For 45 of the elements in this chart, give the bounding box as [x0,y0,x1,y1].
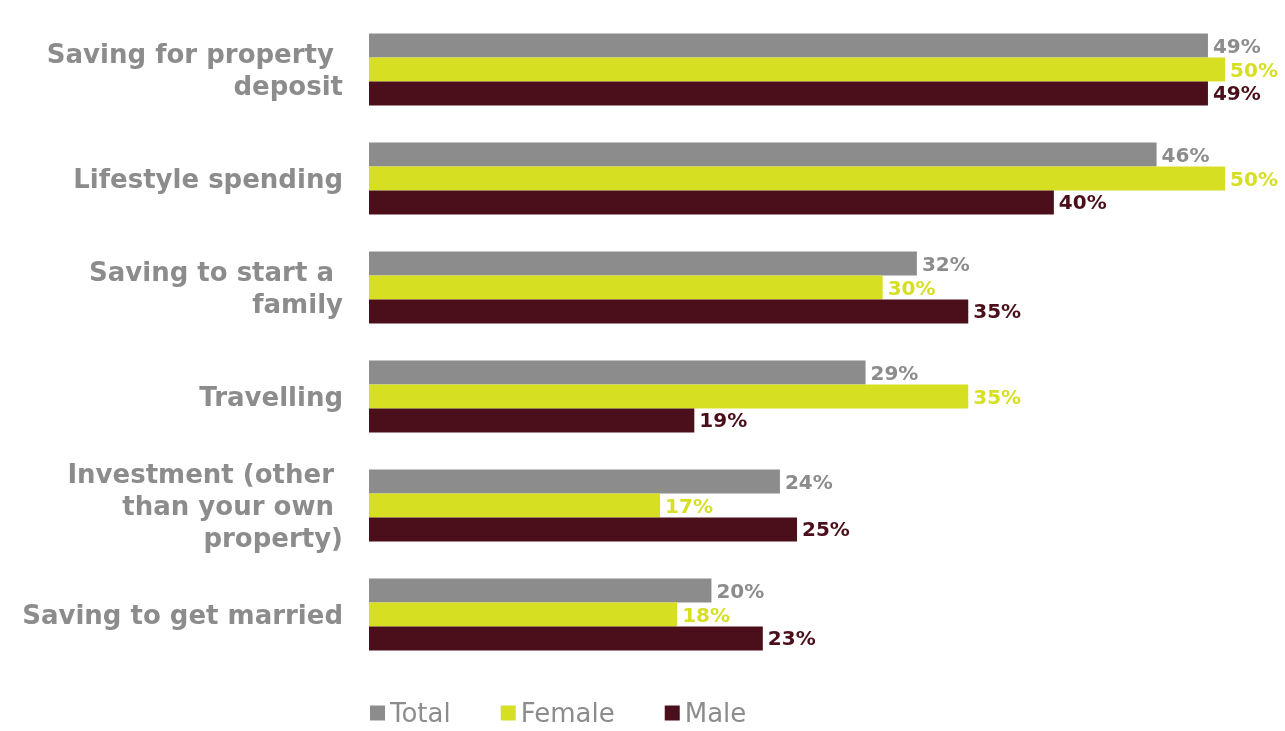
data-label: 46% [1161,142,1210,167]
bar [369,408,695,433]
bar [369,626,763,651]
y-tick-label: Lifestyle spending [73,163,343,194]
data-label: 49% [1212,33,1261,58]
bar [369,469,780,494]
y-tick-label: Saving to start a family [89,256,344,319]
y-tick-label: Saving for property deposit [46,38,343,101]
data-label: 18% [682,602,731,627]
data-label: 23% [767,626,816,651]
data-label: 32% [921,251,970,276]
y-tick-label: Travelling [199,381,343,412]
legend-label: Female [520,698,615,728]
data-label: 25% [802,517,850,542]
y-tick-label: Saving to get married [22,599,343,630]
data-label: 24% [784,469,833,494]
data-label: 35% [973,384,1022,409]
data-label: 50% [1230,57,1278,82]
bar [369,602,678,627]
bar [369,517,798,542]
legend-label: Male [684,698,747,728]
data-label: 20% [716,578,765,603]
data-label: 30% [887,275,936,300]
bar [369,275,883,300]
bar [369,360,866,385]
bar [369,190,1054,215]
bar [369,57,1226,82]
bar [369,142,1157,167]
y-tick-label: Investment (other than your own property) [67,458,343,553]
bar [369,384,969,409]
bar [369,493,661,518]
bar [369,81,1208,106]
bar [369,299,969,324]
data-label: 19% [699,408,748,433]
legend-label: Total [389,698,451,728]
bar [369,251,917,276]
data-label: 17% [665,493,713,518]
data-label: 29% [870,360,919,385]
bar [369,33,1208,58]
data-label: 40% [1058,190,1107,215]
bar [369,166,1226,191]
bar [369,578,712,603]
data-label: 35% [973,299,1022,324]
data-label: 50% [1230,166,1278,191]
data-label: 49% [1212,81,1261,106]
